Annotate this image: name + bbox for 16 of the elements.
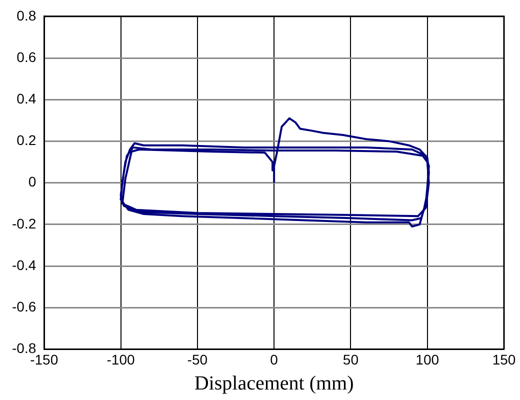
y-tick-label: 0.8: [16, 7, 36, 24]
x-tick-label: 100: [416, 351, 440, 368]
x-tick-label: 0: [270, 351, 278, 368]
y-tick-label: 0.2: [16, 132, 36, 148]
y-tick-label: -0.4: [12, 256, 36, 273]
x-tick-label: 50: [342, 351, 359, 368]
y-tick-label: -0.2: [12, 215, 36, 232]
y-tick-label: 0.4: [16, 90, 36, 106]
x-tick-label: -50: [187, 351, 208, 368]
y-tick-label: -0.6: [12, 298, 36, 314]
x-axis-title: Displacement (mm): [194, 372, 354, 394]
y-tick-label: 0: [28, 174, 36, 190]
x-tick-label: 150: [492, 351, 516, 368]
x-tick-label: -100: [106, 351, 135, 368]
y-tick-label: 0.6: [16, 48, 36, 65]
y-tick-label: -0.8: [12, 340, 36, 356]
